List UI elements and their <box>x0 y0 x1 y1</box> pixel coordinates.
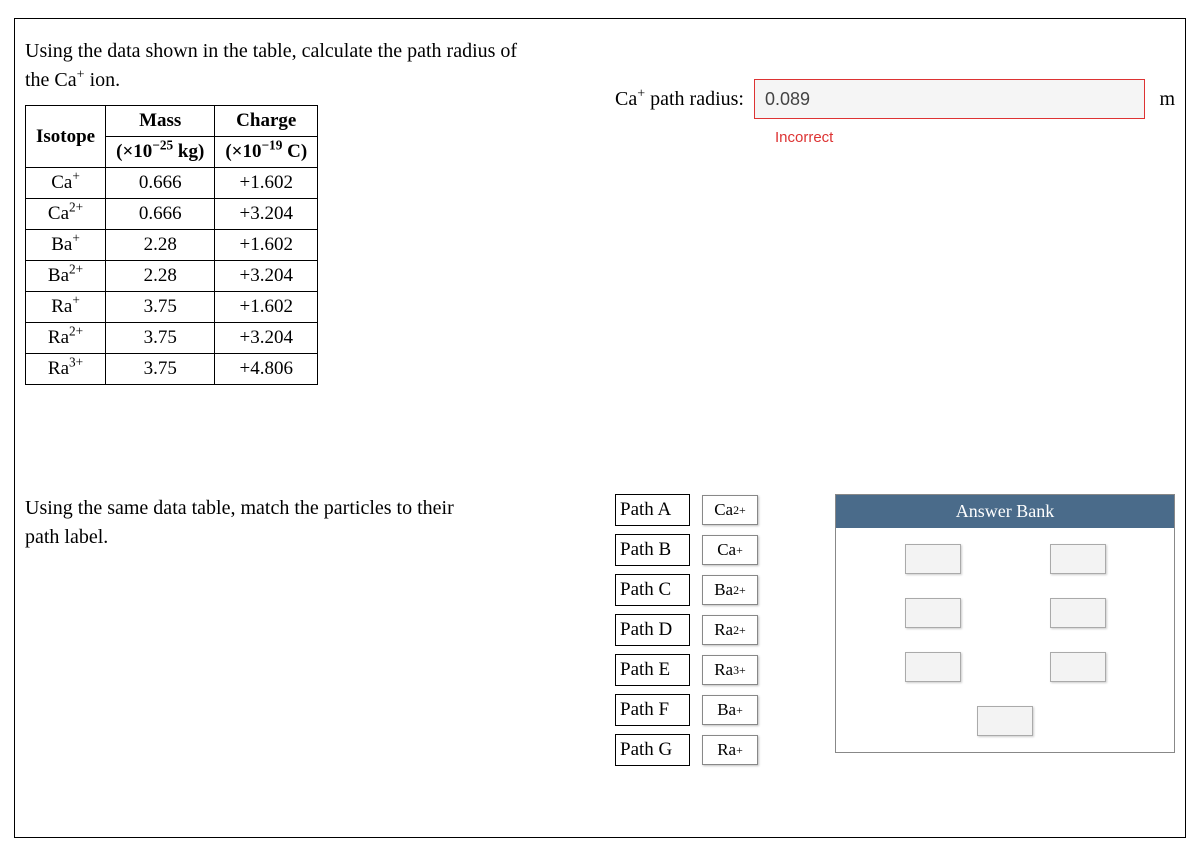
path-label: Path D <box>615 614 690 646</box>
isotope-cell: Ca2+ <box>26 199 106 230</box>
isotope-cell: Ca+ <box>26 168 106 199</box>
bank-tile[interactable] <box>977 706 1033 736</box>
table-row: Ba2+2.28+3.204 <box>26 261 318 292</box>
path-label: Path C <box>615 574 690 606</box>
charge-cell: +1.602 <box>215 292 318 323</box>
charge-cell: +3.204 <box>215 199 318 230</box>
bank-tile[interactable] <box>905 652 961 682</box>
answer-bank: Answer Bank <box>835 494 1175 753</box>
isotope-table: Isotope Mass Charge (×10−25 kg) (×10−19 … <box>25 105 318 385</box>
charge-cell: +1.602 <box>215 168 318 199</box>
q1-line2-sup: + <box>77 67 85 82</box>
table-row: Ra2+3.75+3.204 <box>26 323 318 354</box>
answer-bank-body <box>836 528 1174 752</box>
question-frame: Using the data shown in the table, calcu… <box>14 18 1186 838</box>
path-label: Path A <box>615 494 690 526</box>
path-label: Path B <box>615 534 690 566</box>
table-row: Ba+2.28+1.602 <box>26 230 318 261</box>
mass-cell: 3.75 <box>106 354 215 385</box>
isotope-cell: Ra+ <box>26 292 106 323</box>
drop-slot[interactable]: Ra+ <box>702 735 758 765</box>
mass-cell: 2.28 <box>106 261 215 292</box>
bank-tile[interactable] <box>1050 652 1106 682</box>
mass-cell: 2.28 <box>106 230 215 261</box>
bank-tile[interactable] <box>905 544 961 574</box>
mass-cell: 3.75 <box>106 323 215 354</box>
table-row: Ca2+0.666+3.204 <box>26 199 318 230</box>
isotope-cell: Ra3+ <box>26 354 106 385</box>
mass-cell: 0.666 <box>106 168 215 199</box>
bank-tile[interactable] <box>905 598 961 628</box>
charge-cell: +3.204 <box>215 261 318 292</box>
answer1-feedback: Incorrect <box>775 129 1175 146</box>
answer1-area: Ca+ path radius: m Incorrect <box>615 79 1175 146</box>
drop-slot[interactable]: Ra2+ <box>702 615 758 645</box>
drop-slot[interactable]: Ba2+ <box>702 575 758 605</box>
drop-slot[interactable]: Ca+ <box>702 535 758 565</box>
drop-slot[interactable]: Ba+ <box>702 695 758 725</box>
drop-slot[interactable]: Ra3+ <box>702 655 758 685</box>
path-label: Path G <box>615 734 690 766</box>
answer-bank-header: Answer Bank <box>836 495 1174 528</box>
bank-tile[interactable] <box>1050 598 1106 628</box>
mass-cell: 0.666 <box>106 199 215 230</box>
th-mass: Mass <box>106 106 215 137</box>
isotope-cell: Ba+ <box>26 230 106 261</box>
charge-cell: +3.204 <box>215 323 318 354</box>
isotope-cell: Ra2+ <box>26 323 106 354</box>
q1-line2-prefix: the Ca <box>25 69 77 91</box>
bank-tile[interactable] <box>1050 544 1106 574</box>
drop-slot[interactable]: Ca2+ <box>702 495 758 525</box>
charge-cell: +4.806 <box>215 354 318 385</box>
th-isotope: Isotope <box>26 106 106 168</box>
q2-prompt: Using the same data table, match the par… <box>25 494 585 552</box>
th-mass-unit: (×10−25 kg) <box>106 137 215 168</box>
path-label: Path F <box>615 694 690 726</box>
table-row: Ra3+3.75+4.806 <box>26 354 318 385</box>
path-label: Path E <box>615 654 690 686</box>
table-row: Ra+3.75+1.602 <box>26 292 318 323</box>
th-charge-unit: (×10−19 C) <box>215 137 318 168</box>
isotope-cell: Ba2+ <box>26 261 106 292</box>
answer1-label: Ca+ path radius: <box>615 88 744 111</box>
q1-line1: Using the data shown in the table, calcu… <box>25 40 517 62</box>
path-radius-input[interactable] <box>754 79 1145 119</box>
mass-cell: 3.75 <box>106 292 215 323</box>
q1-line2-suffix: ion. <box>85 69 121 91</box>
answer1-unit: m <box>1159 88 1175 111</box>
table-row: Ca+0.666+1.602 <box>26 168 318 199</box>
charge-cell: +1.602 <box>215 230 318 261</box>
th-charge: Charge <box>215 106 318 137</box>
